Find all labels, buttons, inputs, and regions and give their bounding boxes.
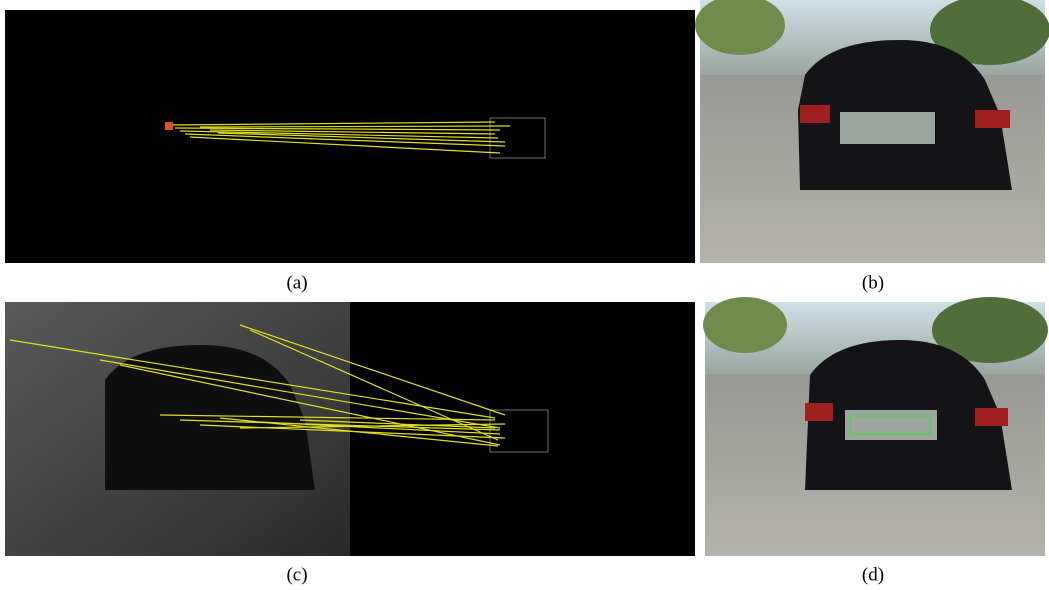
image-a (5, 10, 695, 263)
panel-c (5, 302, 695, 556)
caption: (b) (862, 272, 884, 293)
panel-a (5, 10, 695, 263)
caption: (c) (286, 564, 307, 585)
caption: (a) (286, 272, 307, 293)
panel-d (703, 297, 1048, 556)
caption: (d) (862, 564, 884, 585)
panel-b (695, 0, 1049, 263)
figure: (a) (b) (c) (d) (0, 0, 1049, 590)
